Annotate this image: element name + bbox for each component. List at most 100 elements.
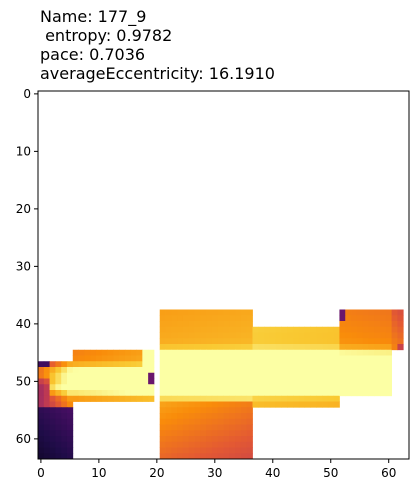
heatmap-cell [165, 361, 172, 368]
heatmap-cell [101, 367, 108, 374]
heatmap-cell [345, 361, 352, 368]
heatmap-cell [171, 424, 178, 431]
heatmap-cell [269, 326, 277, 333]
heatmap-cell [136, 367, 143, 374]
heatmap-cell [304, 384, 311, 391]
heatmap-cell [66, 367, 74, 374]
heatmap-cell [194, 430, 201, 437]
heatmap-cell [327, 332, 335, 339]
heatmap-cell [171, 361, 178, 368]
heatmap-cell [374, 315, 381, 322]
heatmap-cell [380, 355, 387, 362]
x-tick-label: 10 [91, 466, 106, 480]
heatmap-cell [90, 349, 97, 356]
heatmap-cell [182, 315, 190, 322]
heatmap-cell [200, 367, 207, 374]
heatmap-cell [223, 338, 230, 345]
heatmap-cell [159, 407, 166, 414]
heatmap-cell [159, 309, 166, 316]
heatmap-cell [322, 372, 329, 379]
heatmap-cell [240, 436, 248, 443]
heatmap-cell [159, 441, 166, 448]
y-tick-label: 40 [16, 317, 31, 331]
heatmap-cell [293, 344, 300, 351]
heatmap-cell [217, 367, 224, 374]
heatmap-cell [374, 326, 381, 333]
heatmap-cell [356, 309, 364, 316]
heatmap-cell [55, 413, 62, 420]
heatmap-cell [165, 453, 172, 460]
heatmap-cell [177, 413, 184, 420]
heatmap-cell [200, 407, 207, 414]
heatmap-cell [107, 378, 114, 385]
heatmap-cell [368, 372, 375, 379]
heatmap-cell [177, 407, 184, 414]
heatmap-cell [90, 372, 97, 379]
heatmap-cell [374, 378, 381, 385]
heatmap-cell [345, 309, 352, 316]
heatmap-cell [182, 390, 190, 397]
heatmap-cell [200, 453, 207, 460]
heatmap-cell [293, 367, 300, 374]
heatmap-cell [119, 372, 126, 379]
heatmap-cell [165, 326, 172, 333]
heatmap-cell [61, 390, 68, 397]
heatmap-cell [200, 441, 207, 448]
heatmap-cell [235, 413, 242, 420]
heatmap-cell [182, 344, 190, 351]
heatmap-cell [107, 372, 114, 379]
heatmap-cell [55, 395, 62, 402]
heatmap-cell [240, 390, 248, 397]
heatmap-cell [217, 378, 224, 385]
heatmap-cell [130, 372, 137, 379]
heatmap-cell [223, 413, 230, 420]
chart-title: Name: 177_9 entropy: 0.9782 pace: 0.7036… [40, 7, 410, 83]
heatmap-cell [339, 355, 346, 362]
heatmap-cell [171, 390, 178, 397]
heatmap-cell [304, 378, 311, 385]
heatmap-cell [188, 407, 195, 414]
heatmap-cell [304, 332, 311, 339]
heatmap-cell [194, 355, 201, 362]
heatmap-cell [339, 321, 346, 328]
heatmap-cell [113, 378, 120, 385]
heatmap-cell [235, 349, 242, 356]
heatmap-cell [327, 390, 335, 397]
heatmap-cell [206, 395, 213, 402]
heatmap-cell [269, 367, 277, 374]
heatmap-cell [159, 321, 166, 328]
heatmap-cell [374, 361, 381, 368]
heatmap-cell [188, 321, 195, 328]
heatmap-cell [246, 355, 253, 362]
heatmap-cell [333, 344, 340, 351]
heatmap-cell [385, 390, 393, 397]
heatmap-cell [235, 453, 242, 460]
heatmap-cell [66, 424, 74, 431]
heatmap-cell [148, 390, 155, 397]
heatmap-cell [194, 453, 201, 460]
heatmap-cell [333, 367, 340, 374]
heatmap-cell [258, 349, 265, 356]
heatmap-cell [188, 401, 195, 408]
heatmap-cell [269, 332, 277, 339]
y-tick-label: 0 [23, 87, 31, 101]
heatmap-cell [182, 332, 190, 339]
heatmap-cell [43, 418, 50, 425]
heatmap-cell [258, 326, 265, 333]
heatmap-cell [113, 395, 120, 402]
heatmap-cell [269, 344, 277, 351]
heatmap-cell [159, 338, 166, 345]
heatmap-cell [217, 349, 224, 356]
heatmap-cell [391, 326, 398, 333]
heatmap-cell [38, 372, 45, 379]
heatmap-cell [246, 453, 253, 460]
heatmap-cell [252, 338, 259, 345]
heatmap-cell [206, 309, 213, 316]
heatmap-cell [188, 338, 195, 345]
heatmap-cell [264, 344, 271, 351]
heatmap-cell [356, 349, 364, 356]
heatmap-cell [304, 344, 311, 351]
heatmap-cell [246, 418, 253, 425]
heatmap-cell [269, 390, 277, 397]
heatmap-cell [177, 441, 184, 448]
